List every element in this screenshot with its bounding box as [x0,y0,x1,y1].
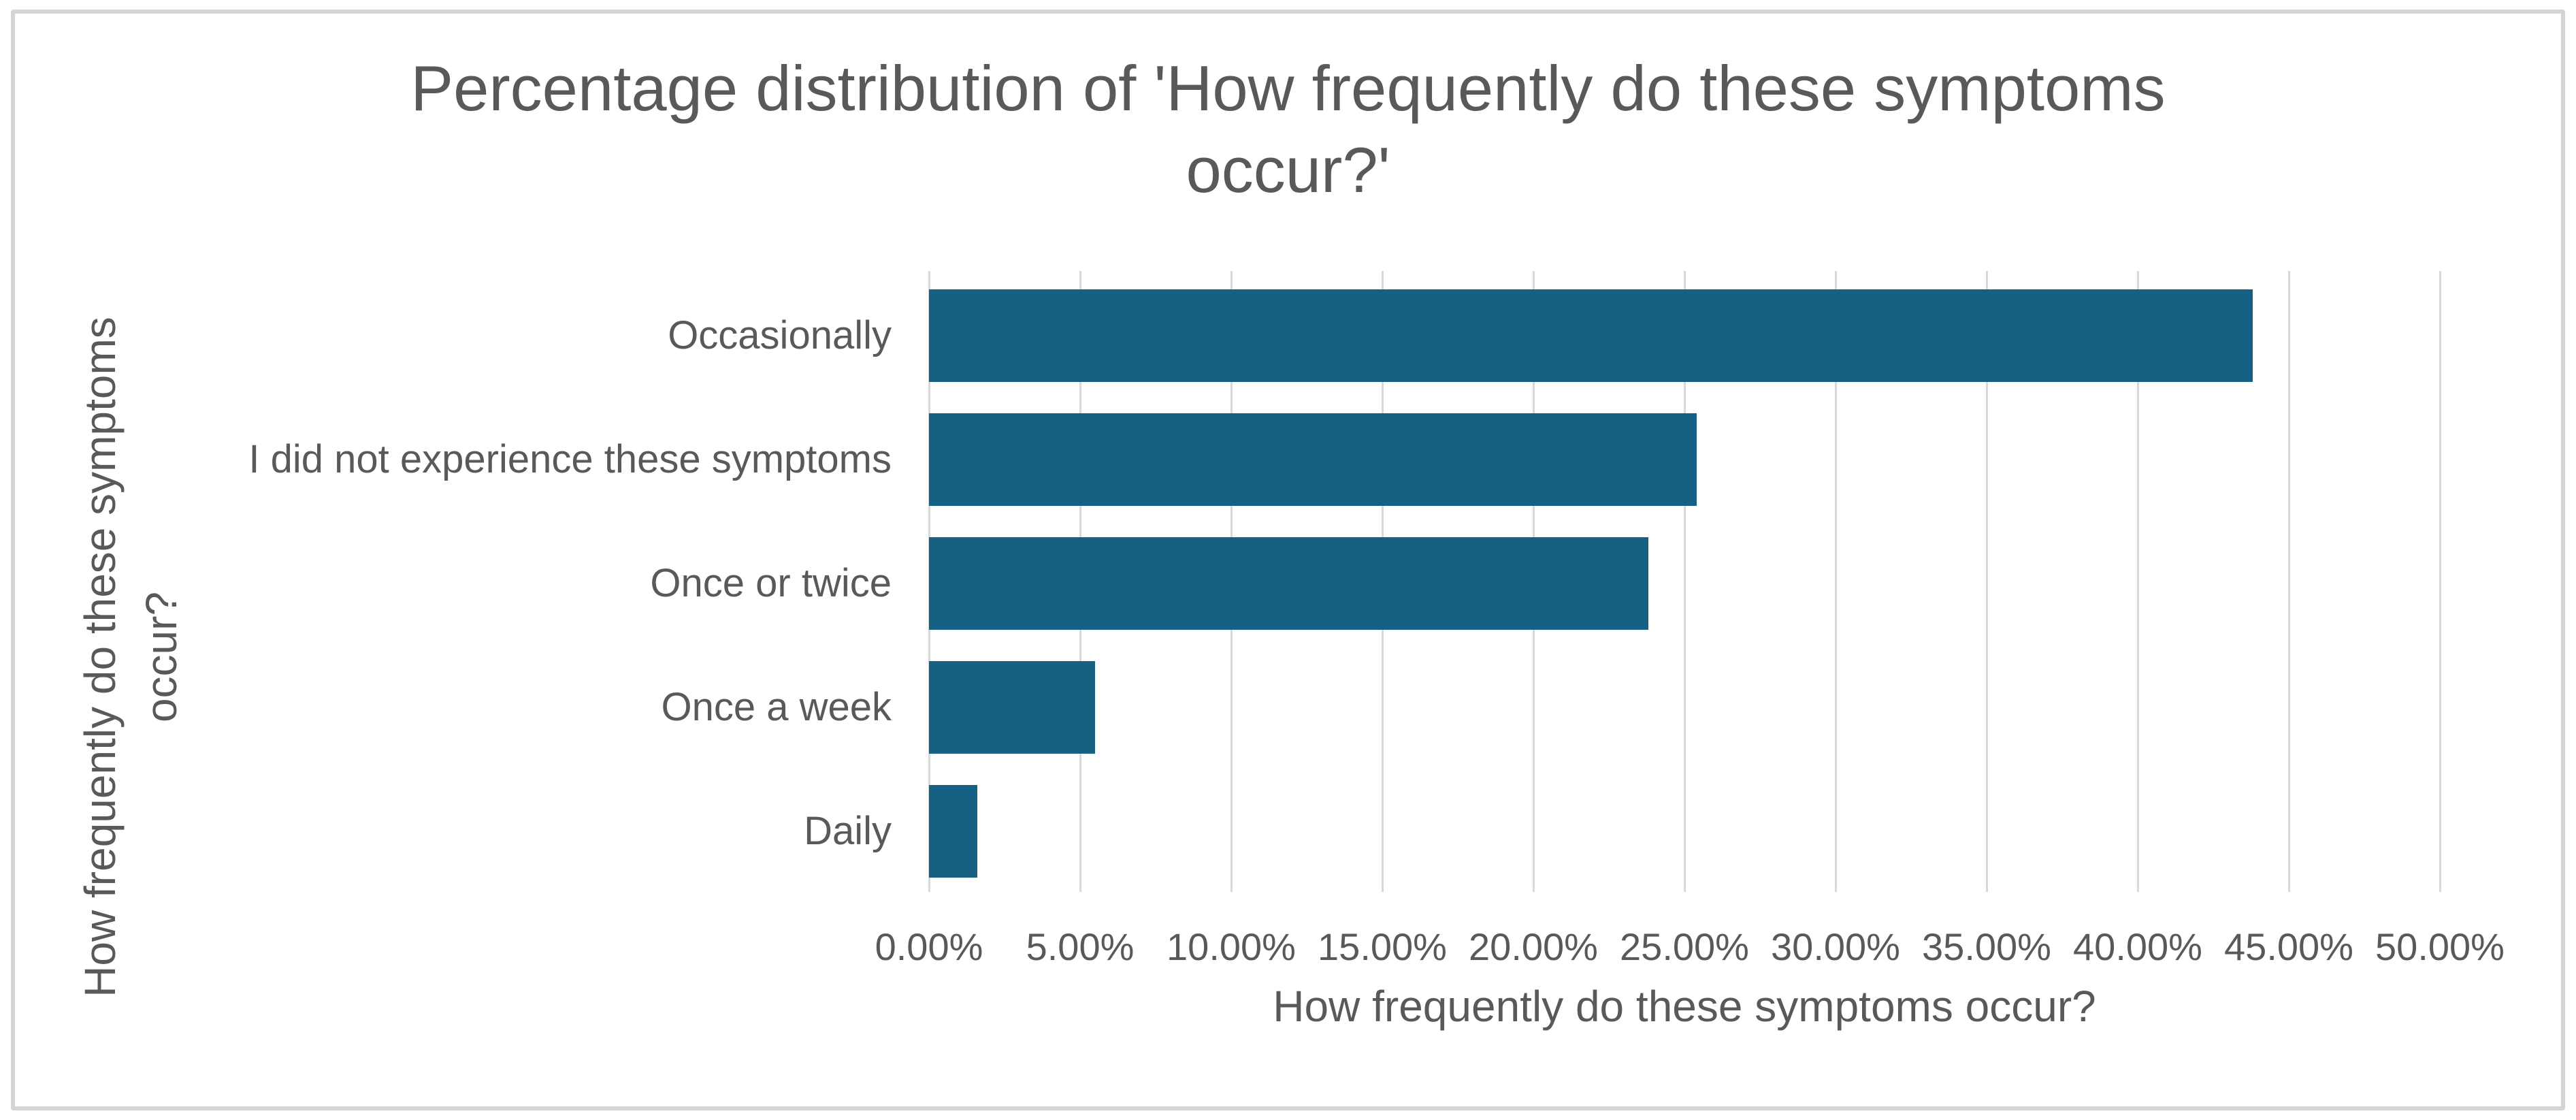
bar-daily [929,785,977,878]
x-axis-tick-label: 10.00% [1167,925,1296,968]
gridline [2288,271,2290,892]
y-axis-title-line1: How frequently do these symptoms [76,317,125,997]
gridline [2137,271,2139,892]
x-axis-tick-label: 50.00% [2375,925,2505,968]
category-label: I did not experience these symptoms [248,437,892,481]
category-label: Occasionally [668,313,892,357]
x-axis-tick-label: 35.00% [1922,925,2051,968]
y-axis-title: How frequently do these symptoms occur? [69,180,192,1120]
x-axis-title: How frequently do these symptoms occur? [1273,982,2096,1031]
gridline [1835,271,1837,892]
bar-occasionally [929,289,2253,382]
chart-title: Percentage distribution of 'How frequent… [0,48,2576,211]
x-axis-tick-label: 0.00% [875,925,983,968]
category-label: Once a week [661,685,892,729]
x-axis-tick-label: 15.00% [1318,925,1447,968]
x-axis-tick-label: 20.00% [1469,925,1598,968]
category-label: Once or twice [650,561,892,605]
x-axis-tick-label: 25.00% [1620,925,1749,968]
x-axis-tick-label: 45.00% [2224,925,2353,968]
gridline [2439,271,2441,892]
x-axis-tick-label: 5.00% [1026,925,1135,968]
bar-once-or-twice [929,537,1648,630]
chart-title-line1: Percentage distribution of 'How frequent… [410,52,2166,124]
chart-border-frame [11,10,2565,1110]
category-label: Daily [804,809,892,853]
bar-once-a-week [929,661,1095,754]
gridline [1986,271,1988,892]
chart-title-line2: occur?' [1186,134,1390,206]
bar-i-did-not-experience-these-symptoms [929,413,1697,506]
x-axis-tick-label: 40.00% [2073,925,2202,968]
x-axis-tick-label: 30.00% [1771,925,1900,968]
gridline [1684,271,1686,892]
